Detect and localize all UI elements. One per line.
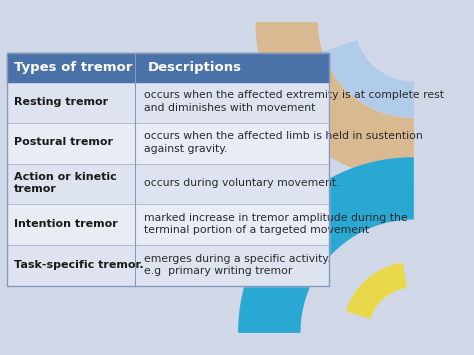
- Bar: [7, 123, 329, 164]
- Bar: [7, 53, 329, 286]
- Text: Resting tremor: Resting tremor: [14, 97, 108, 106]
- Polygon shape: [239, 158, 413, 332]
- Bar: [7, 204, 329, 245]
- Text: Postural tremor: Postural tremor: [14, 137, 113, 147]
- Text: Descriptions: Descriptions: [147, 61, 241, 74]
- Text: occurs when the affected extremity is at complete rest
and diminishes with movem: occurs when the affected extremity is at…: [144, 91, 444, 113]
- Text: Action or kinetic
tremor: Action or kinetic tremor: [14, 172, 117, 195]
- Bar: [7, 245, 329, 286]
- Bar: [7, 164, 329, 204]
- Text: emerges during a specific activity.
e.g  primary writing tremor: emerges during a specific activity. e.g …: [144, 253, 330, 276]
- Bar: [7, 53, 329, 82]
- Text: Task-specific tremor.: Task-specific tremor.: [14, 260, 144, 270]
- Polygon shape: [347, 263, 406, 318]
- Text: occurs during voluntary movement.: occurs during voluntary movement.: [144, 178, 339, 188]
- Text: occurs when the affected limb is held in sustention
against gravity.: occurs when the affected limb is held in…: [144, 131, 422, 154]
- Polygon shape: [256, 23, 413, 180]
- Text: Intention tremor: Intention tremor: [14, 219, 118, 229]
- Text: Types of tremor: Types of tremor: [14, 61, 132, 74]
- Bar: [7, 82, 329, 123]
- Polygon shape: [324, 41, 413, 117]
- Text: marked increase in tremor amplitude during the
terminal portion of a targeted mo: marked increase in tremor amplitude duri…: [144, 213, 408, 235]
